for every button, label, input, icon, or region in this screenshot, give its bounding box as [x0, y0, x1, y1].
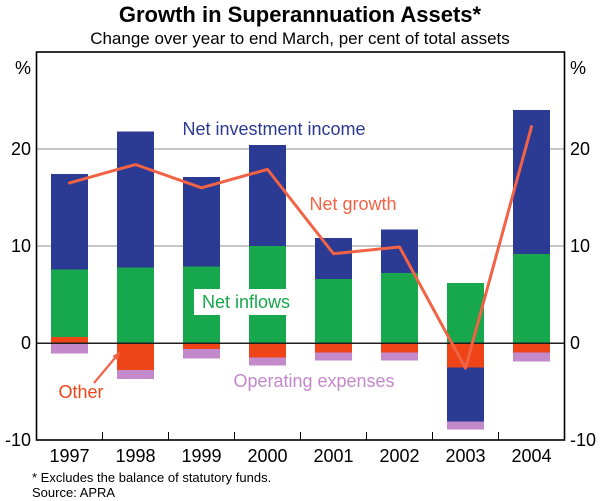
series-label-operating-expenses: Operating expenses — [233, 371, 395, 391]
x-axis-label-2000: 2000 — [247, 446, 288, 466]
x-axis-label-2003: 2003 — [445, 446, 486, 466]
x-axis-label-1998: 1998 — [115, 446, 156, 466]
bar-1999-operating-expenses — [183, 348, 220, 359]
bar-1998-net-inflows — [117, 267, 154, 343]
y-axis-label-right-20: 20 — [570, 139, 591, 159]
series-label-net-growth: Net growth — [309, 194, 397, 214]
footnote: * Excludes the balance of statutory fund… — [32, 470, 272, 485]
y-axis-label-right-0: 0 — [570, 333, 581, 353]
x-axis-label-1999: 1999 — [181, 446, 222, 466]
bar-2004-other — [513, 343, 550, 353]
bar-1999-other — [183, 343, 220, 349]
bar-1999-net-investment-income — [183, 177, 220, 267]
y-axis-unit-left: % — [14, 58, 31, 78]
x-axis-label-2004: 2004 — [511, 446, 552, 466]
bar-1997-other — [51, 337, 88, 343]
series-label-net-investment-income: Net investment income — [182, 119, 366, 139]
bar-1997-operating-expenses — [51, 343, 88, 354]
x-axis-label-2002: 2002 — [379, 446, 420, 466]
bar-2000-other — [249, 343, 286, 358]
bar-2001-net-inflows — [315, 278, 352, 343]
bar-2001-net-investment-income — [315, 238, 352, 279]
bar-2002-net-investment-income — [381, 229, 418, 274]
bar-2002-operating-expenses — [381, 352, 418, 361]
bar-2004-operating-expenses — [513, 352, 550, 362]
bar-2003-operating-expenses — [447, 421, 484, 430]
bar-1998-other — [117, 343, 154, 371]
other-arrow-line — [93, 357, 116, 384]
bar-2001-operating-expenses — [315, 352, 352, 361]
y-axis-label-left-10: 10 — [10, 236, 31, 256]
y-axis-label-left--10: -10 — [4, 430, 31, 450]
bar-1997-net-inflows — [51, 269, 88, 338]
other-arrow-head — [112, 351, 121, 361]
bar-2003-net-investment-income — [447, 367, 484, 422]
y-axis-unit-right: % — [570, 58, 587, 78]
bar-2004-net-investment-income — [513, 110, 550, 254]
source-note: Source: APRA — [32, 485, 116, 500]
bar-2002-other — [381, 343, 418, 353]
bar-1998-net-investment-income — [117, 131, 154, 268]
bar-2000-net-investment-income — [249, 145, 286, 246]
bar-2001-other — [315, 343, 352, 353]
bar-2004-net-inflows — [513, 253, 550, 343]
net-growth-line — [68, 125, 533, 370]
y-axis-label-left-0: 0 — [20, 333, 31, 353]
bar-2000-operating-expenses — [249, 357, 286, 366]
bar-1998-operating-expenses — [117, 370, 154, 379]
chart-subtitle: Change over year to end March, per cent … — [90, 29, 510, 48]
chart-title: Growth in Superannuation Assets* — [118, 2, 482, 27]
bar-2002-net-inflows — [381, 273, 418, 343]
x-axis-label-2001: 2001 — [313, 446, 354, 466]
series-label-net-inflows: Net inflows — [193, 289, 299, 315]
y-axis-label-left-20: 20 — [10, 139, 31, 159]
x-axis-label-1997: 1997 — [49, 446, 90, 466]
bar-1997-net-investment-income — [51, 174, 88, 270]
y-axis-label-right-10: 10 — [570, 236, 591, 256]
bar-2003-net-inflows — [447, 282, 484, 343]
y-axis-label-right--10: -10 — [570, 430, 597, 450]
series-label-other: Other — [58, 382, 104, 402]
